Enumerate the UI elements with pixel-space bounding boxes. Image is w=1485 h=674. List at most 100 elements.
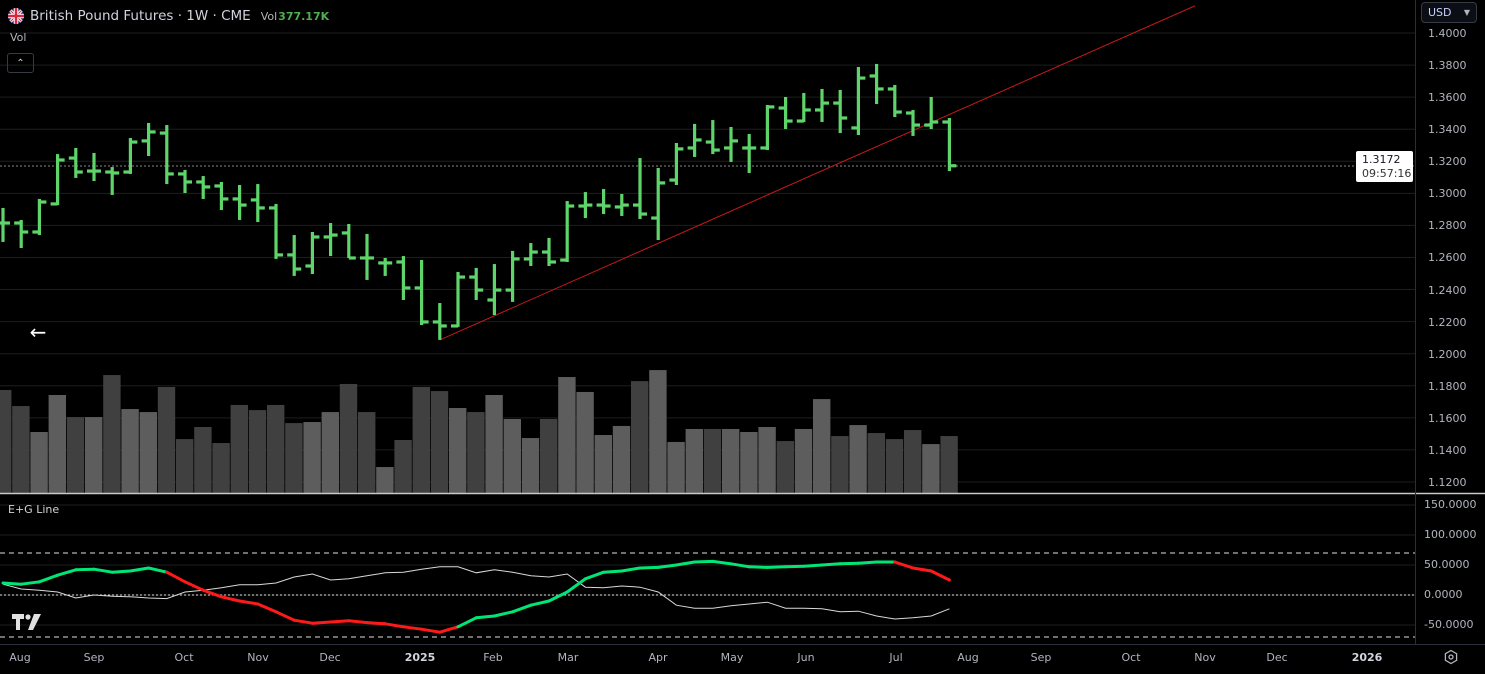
price-bar xyxy=(178,169,192,194)
eg-line-segment xyxy=(365,621,387,626)
volume-label: Vol xyxy=(260,9,278,23)
eg-line-segment xyxy=(56,568,78,577)
indicator-tick-label: 50.0000 xyxy=(1424,558,1470,571)
volume-bar xyxy=(103,375,121,493)
volume-bar xyxy=(394,439,412,493)
eg-line-segment xyxy=(693,559,715,564)
eg-line-segment xyxy=(310,620,333,625)
eg-line-segment xyxy=(820,562,842,567)
price-bar xyxy=(669,143,684,186)
eg-line-segment xyxy=(747,565,769,569)
currency-select[interactable]: USD ▼ xyxy=(1421,2,1477,23)
volume-bar xyxy=(813,399,831,493)
indicator-tick-label: 150.0000 xyxy=(1424,498,1477,511)
eg-indicator xyxy=(0,552,1415,638)
indicator-title[interactable]: E+G Line xyxy=(8,503,60,516)
eg-line-segment xyxy=(729,562,751,569)
volume-bar xyxy=(467,412,485,493)
volume-bar xyxy=(121,409,139,493)
price-bar xyxy=(887,84,902,118)
eg-line-segment xyxy=(620,566,642,573)
uk-flag-icon xyxy=(8,8,24,24)
price-bar xyxy=(232,185,247,220)
signal-line xyxy=(2,566,950,620)
volume-bar xyxy=(85,417,103,493)
price-bar xyxy=(851,66,866,135)
eg-line-segment xyxy=(838,561,860,566)
price-bar xyxy=(523,243,538,266)
indicator-tick-label: -50.0000 xyxy=(1424,618,1474,631)
price-bar xyxy=(469,267,484,300)
volume-bar xyxy=(922,444,940,493)
eg-line-segment xyxy=(128,566,151,573)
time-label-year: 2026 xyxy=(1351,651,1383,664)
eg-line-segment xyxy=(929,569,951,582)
price-bar xyxy=(560,201,575,262)
volume-bar xyxy=(576,391,594,493)
price-tick-label: 1.3000 xyxy=(1428,187,1467,201)
price-bar xyxy=(196,176,211,199)
eg-line-segment xyxy=(911,566,933,573)
volume-bar xyxy=(449,407,467,493)
price-bar xyxy=(14,219,29,249)
eg-line-segment xyxy=(438,625,460,634)
chevron-up-icon: ⌃ xyxy=(16,57,25,69)
price-bar xyxy=(633,158,647,220)
symbol-title[interactable]: British Pound Futures · 1W · CME xyxy=(30,8,251,24)
price-bar xyxy=(596,189,611,215)
collapse-legend-button[interactable]: ⌃ xyxy=(7,53,34,73)
last-price-label: 1.3172 09:57:16 xyxy=(1356,151,1413,182)
last-price-value: 1.3172 xyxy=(1362,153,1401,166)
eg-line-segment xyxy=(292,618,314,625)
price-tick-label: 1.1200 xyxy=(1428,475,1467,489)
volume-bar xyxy=(412,386,430,493)
volume-bars xyxy=(0,370,958,493)
volume-bar xyxy=(594,435,612,493)
volume-bar xyxy=(521,438,540,493)
volume-bar xyxy=(667,441,685,493)
price-bar xyxy=(0,207,10,242)
symbol-header[interactable]: British Pound Futures · 1W · CME Vol 377… xyxy=(8,6,329,26)
volume-bar xyxy=(776,441,794,493)
indicator-tick-label: 0.0000 xyxy=(1424,588,1463,601)
eg-line-segment xyxy=(529,599,551,607)
price-bar xyxy=(651,168,666,241)
volume-bar xyxy=(940,436,958,493)
price-bar xyxy=(214,181,229,211)
tradingview-logo[interactable] xyxy=(10,612,44,632)
time-label-year: 2025 xyxy=(404,651,436,664)
price-bar xyxy=(906,109,920,136)
volume-bar xyxy=(794,428,813,493)
volume-bar xyxy=(230,404,248,493)
price-bar xyxy=(32,198,47,236)
price-tick-label: 1.3400 xyxy=(1428,123,1467,137)
volume-bar xyxy=(358,412,376,493)
price-bar xyxy=(414,260,429,325)
price-bar xyxy=(542,237,556,266)
volume-bar xyxy=(285,423,303,493)
volume-bar xyxy=(139,412,157,493)
time-label: Feb xyxy=(483,651,503,664)
price-bar xyxy=(378,257,393,276)
volume-bar xyxy=(631,381,649,493)
eg-line-segment xyxy=(219,595,242,603)
settings-gear-icon[interactable] xyxy=(1443,649,1459,665)
price-bar xyxy=(815,88,829,122)
price-bar xyxy=(323,223,338,257)
price-bar xyxy=(287,235,302,276)
volume-value: 377.17K xyxy=(278,9,330,23)
volume-bar xyxy=(758,427,776,493)
eg-line-segment xyxy=(37,573,60,584)
price-bar xyxy=(578,192,593,219)
volume-pane-title: Vol xyxy=(10,31,27,44)
eg-line-segment xyxy=(274,610,296,622)
volume-bar xyxy=(248,410,267,493)
time-label: Oct xyxy=(1121,651,1141,664)
volume-bar xyxy=(849,425,867,493)
volume-bar xyxy=(485,395,503,493)
price-tick-label: 1.2400 xyxy=(1428,283,1467,297)
trendline xyxy=(439,5,1196,341)
scroll-back-arrow-icon[interactable]: ← xyxy=(29,320,47,344)
eg-line-segment xyxy=(147,566,169,574)
